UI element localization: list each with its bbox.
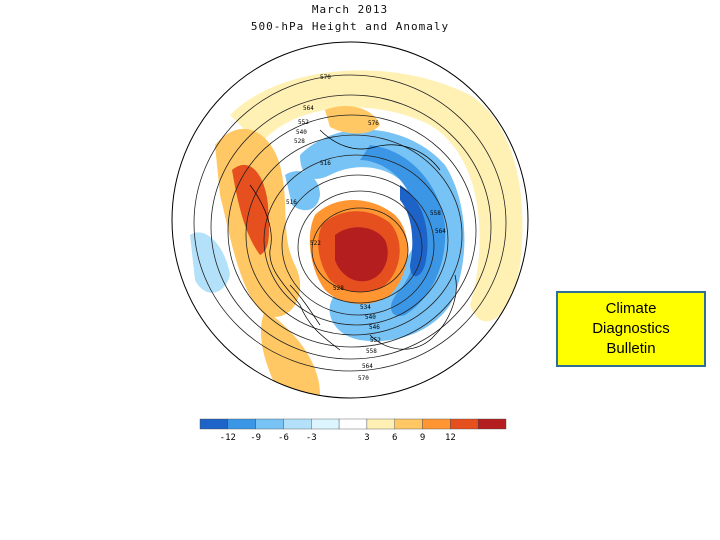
map-subtitle: 500-hPa Height and Anomaly — [250, 20, 450, 33]
contour-label: 540 — [365, 314, 376, 321]
contour-label: 558 — [366, 348, 377, 355]
anomaly-negative-eastern-na — [285, 171, 320, 211]
contour-label: 564 — [303, 105, 314, 112]
colorbar-swatch — [366, 418, 395, 430]
contour-label: 534 — [360, 304, 371, 311]
contour-label: 552 — [298, 119, 309, 126]
colorbar-tick-label: -12 — [220, 433, 236, 443]
contour-label: 528 — [294, 138, 305, 145]
colorbar-tick-label: -9 — [250, 433, 261, 443]
colorbar-swatch — [227, 418, 256, 430]
contour-label: 558 — [430, 210, 441, 217]
colorbar-swatch — [283, 418, 312, 430]
contour-label: 516 — [286, 199, 297, 206]
colorbar-swatch — [255, 418, 284, 430]
colorbar-tick-label: 6 — [392, 433, 397, 443]
colorbar-swatch — [338, 418, 368, 430]
colorbar-swatch — [422, 418, 451, 430]
badge-line-2: Diagnostics — [592, 320, 670, 337]
contour-label: 570 — [358, 375, 369, 382]
contour-label: 516 — [320, 160, 331, 167]
anomaly-weak-positive-atlantic — [260, 310, 320, 395]
colorbar-swatch — [311, 418, 340, 430]
contour-label: 552 — [370, 337, 381, 344]
contour-label: 576 — [368, 120, 379, 127]
colorbar-ticks: -12 -9 -6 -3 3 6 9 12 — [220, 433, 456, 443]
colorbar-swatches — [199, 418, 507, 430]
contour-label: 522 — [310, 240, 321, 247]
colorbar-swatch — [199, 418, 229, 430]
contour-label: 546 — [369, 324, 380, 331]
contour-label: 570 — [320, 74, 331, 81]
contour-label: 540 — [296, 129, 307, 136]
contour-label: 564 — [435, 228, 446, 235]
map-title: March 2013 — [311, 3, 389, 16]
climate-diagnostics-bulletin-badge: Climate Diagnostics Bulletin — [556, 291, 706, 367]
polar-stereographic-map: 570 564 552 540 528 516 516 522 528 534 … — [171, 41, 529, 399]
contour-label: 564 — [362, 363, 373, 370]
colorbar-swatch — [450, 418, 479, 430]
colorbar-tick-label: 12 — [445, 433, 456, 443]
anomaly-colorbar: -12 -9 -6 -3 3 6 9 12 — [199, 418, 507, 443]
anomaly-weak-negative-west — [190, 232, 230, 293]
colorbar-tick-label: 3 — [364, 433, 369, 443]
colorbar-tick-label: -6 — [278, 433, 289, 443]
badge-line-1: Climate — [605, 300, 657, 317]
badge-line-3: Bulletin — [606, 340, 656, 357]
colorbar-tick-label: -3 — [306, 433, 317, 443]
colorbar-swatch — [394, 418, 423, 430]
colorbar-swatch — [477, 418, 507, 430]
colorbar-tick-label: 9 — [420, 433, 425, 443]
contour-label: 528 — [333, 285, 344, 292]
